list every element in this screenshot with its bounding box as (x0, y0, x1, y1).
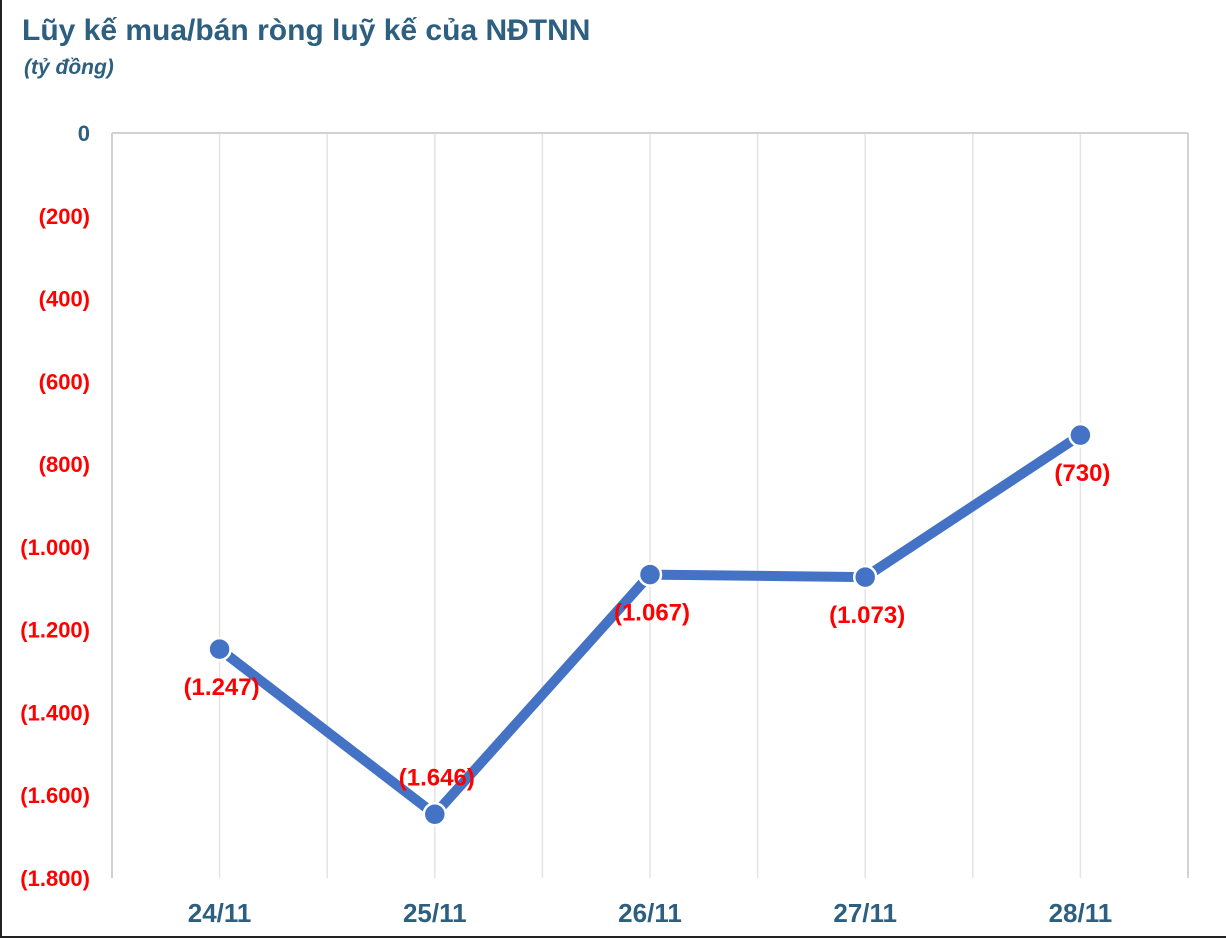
y-tick-label: (1.600) (20, 783, 90, 808)
x-tick-label: 27/11 (833, 898, 897, 928)
data-point-label: (1.247) (184, 674, 260, 701)
y-tick-label: (400) (39, 287, 90, 312)
chart-title: Lũy kế mua/bán ròng luỹ kế của NĐTNN (22, 14, 591, 47)
y-tick-label: (800) (39, 452, 90, 477)
chart-unit-label: (tỷ đồng) (24, 56, 114, 79)
data-point-marker (1068, 422, 1093, 448)
data-point-marker (422, 802, 448, 827)
y-tick-label: (1.400) (20, 700, 90, 725)
data-point-label: (1.646) (399, 764, 475, 791)
y-tick-label: (200) (39, 204, 90, 229)
x-tick-label: 28/11 (1049, 898, 1113, 928)
y-tick-label: (1.000) (20, 535, 90, 560)
x-tick-label: 24/11 (188, 898, 252, 928)
data-point-label: (730) (1054, 460, 1110, 487)
y-tick-label: (1.200) (20, 618, 90, 643)
y-tick-label: (1.800) (20, 866, 90, 891)
data-point-marker (852, 564, 878, 590)
y-tick-label: 0 (78, 121, 90, 146)
data-point-marker (207, 636, 232, 662)
data-point-marker (637, 562, 663, 587)
data-point-label: (1.067) (614, 600, 690, 627)
y-tick-label: (600) (39, 369, 90, 394)
data-point-label: (1.073) (829, 602, 905, 629)
x-tick-label: 26/11 (618, 898, 682, 928)
x-tick-label: 25/11 (403, 898, 467, 928)
